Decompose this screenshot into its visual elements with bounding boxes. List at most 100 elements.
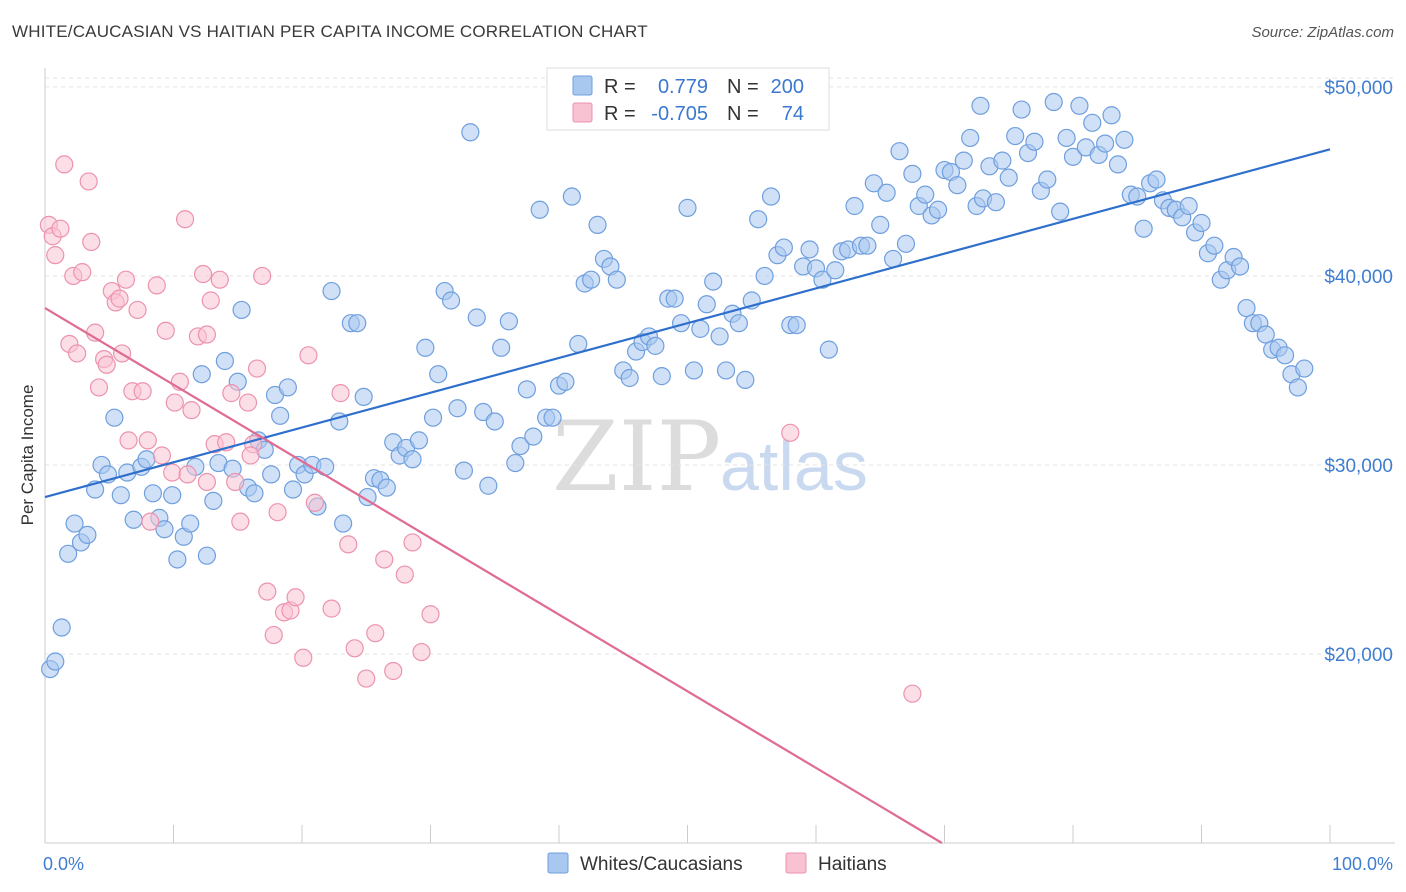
- point-haitians: [141, 512, 160, 531]
- point-whites: [137, 450, 156, 469]
- point-whites: [569, 334, 588, 354]
- point-whites: [204, 491, 223, 510]
- point-whites: [278, 378, 297, 397]
- data-points: [39, 92, 1314, 703]
- point-whites: [826, 261, 845, 280]
- point-haitians: [253, 266, 272, 286]
- point-haitians: [147, 276, 166, 295]
- point-whites: [736, 370, 755, 389]
- legend-n-value-whites: 200: [771, 76, 804, 98]
- point-whites: [517, 380, 536, 399]
- point-haitians: [231, 512, 250, 531]
- point-haitians: [226, 472, 245, 492]
- point-whites: [716, 361, 736, 380]
- point-whites: [181, 514, 200, 533]
- stats-legend: R = 0.779 N = 200 R = -0.705 N = 74: [546, 67, 830, 131]
- trend-lines: [44, 148, 1331, 844]
- point-whites: [429, 365, 448, 384]
- point-whites: [530, 200, 549, 219]
- point-haitians: [128, 300, 147, 320]
- point-whites: [864, 174, 883, 193]
- y-axis-label: Per Capita Income: [18, 385, 37, 526]
- point-whites: [684, 361, 704, 380]
- point-haitians: [193, 264, 213, 284]
- point-whites: [1134, 219, 1153, 238]
- point-whites: [1025, 132, 1044, 151]
- point-whites: [916, 185, 935, 204]
- legend-swatch-whites: [572, 75, 593, 96]
- point-whites: [354, 387, 373, 407]
- point-haitians: [152, 446, 172, 465]
- point-whites: [710, 327, 729, 346]
- point-haitians: [138, 431, 157, 450]
- point-whites: [543, 408, 562, 427]
- point-whites: [697, 295, 716, 314]
- point-whites: [1006, 126, 1025, 146]
- point-whites: [1230, 257, 1250, 276]
- point-whites: [105, 408, 124, 427]
- point-whites: [652, 367, 671, 386]
- point-whites: [467, 308, 486, 327]
- bottom-legend-label-haitians: Haitians: [818, 854, 887, 875]
- point-whites: [1205, 236, 1224, 255]
- point-whites: [749, 210, 768, 229]
- point-whites: [163, 486, 182, 505]
- point-whites: [524, 427, 543, 446]
- y-tick-labels: $20,000 $30,000 $40,000 $50,000: [1324, 78, 1393, 666]
- point-haitians: [182, 401, 201, 420]
- point-whites: [52, 618, 71, 637]
- point-whites: [607, 270, 626, 289]
- point-whites: [678, 198, 697, 217]
- point-whites: [1288, 378, 1307, 397]
- point-whites: [1179, 196, 1198, 216]
- point-whites: [896, 234, 916, 253]
- point-whites: [665, 289, 684, 308]
- point-whites: [262, 465, 281, 484]
- point-whites: [124, 510, 143, 529]
- point-whites: [819, 340, 838, 359]
- point-haitians: [82, 232, 101, 252]
- point-whites: [448, 399, 467, 418]
- point-whites: [928, 200, 948, 219]
- point-whites: [283, 480, 303, 499]
- point-whites: [232, 300, 251, 320]
- point-whites: [1192, 213, 1211, 233]
- point-whites: [556, 372, 575, 391]
- point-whites: [1057, 128, 1076, 148]
- point-haitians: [210, 270, 229, 289]
- point-whites: [46, 652, 65, 671]
- point-haitians: [339, 535, 358, 554]
- point-haitians: [197, 472, 217, 492]
- point-whites: [1044, 92, 1063, 112]
- point-whites: [1051, 202, 1070, 221]
- point-haitians: [197, 325, 217, 344]
- point-whites: [348, 314, 367, 333]
- chart-title: WHITE/CAUCASIAN VS HAITIAN PER CAPITA IN…: [12, 22, 648, 41]
- x-tick-label: 0.0%: [43, 854, 84, 874]
- point-whites: [858, 236, 877, 255]
- point-haitians: [345, 639, 364, 658]
- point-whites: [499, 312, 518, 331]
- point-whites: [197, 546, 217, 565]
- legend-swatch-haitians: [572, 102, 593, 123]
- point-haitians: [286, 588, 305, 607]
- y-tick-label: $40,000: [1324, 267, 1393, 288]
- point-haitians: [163, 463, 182, 482]
- legend-r-label-haitians: R =: [604, 103, 636, 125]
- point-whites: [800, 240, 819, 259]
- point-haitians: [178, 465, 197, 484]
- legend-r-value-haitians: -0.705: [651, 103, 708, 125]
- point-haitians: [268, 503, 287, 522]
- point-haitians: [68, 344, 87, 363]
- point-whites: [845, 196, 864, 216]
- point-whites: [155, 520, 174, 539]
- point-whites: [485, 412, 504, 431]
- point-haitians: [110, 289, 129, 308]
- legend-n-label-haitians: N =: [727, 103, 759, 125]
- y-tick-label: $50,000: [1324, 78, 1393, 99]
- point-haitians: [89, 378, 109, 397]
- legend-n-value-haitians: 74: [782, 103, 804, 125]
- point-whites: [774, 238, 793, 257]
- point-whites: [1102, 106, 1121, 125]
- point-whites: [691, 319, 710, 338]
